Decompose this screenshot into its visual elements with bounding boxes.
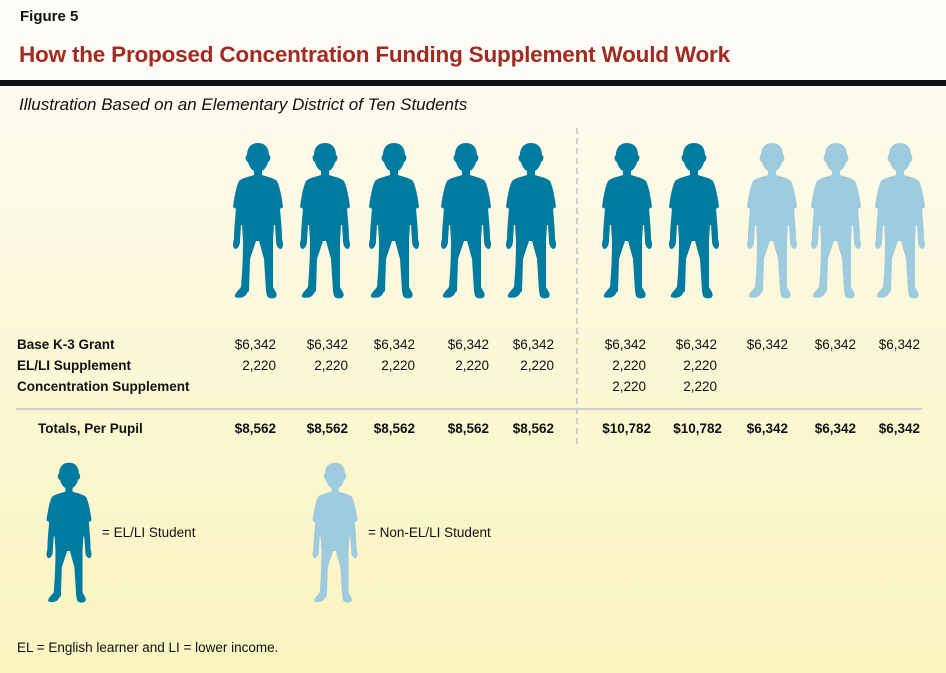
elli-cell: 2,220 [683, 358, 717, 373]
concentration-cell: 2,220 [683, 379, 717, 394]
base-cell: $6,342 [512, 337, 554, 352]
non-el-li-student-icon [742, 141, 802, 301]
el-li-student-icon [664, 141, 724, 301]
base-cell: $6,342 [814, 337, 856, 352]
elli-cell: 2,220 [381, 358, 415, 373]
el-li-student-icon [597, 141, 657, 301]
figure-title: How the Proposed Concentration Funding S… [19, 42, 730, 67]
elli-cell: 2,220 [455, 358, 489, 373]
base-cell: $6,342 [234, 337, 276, 352]
row-label-elli: EL/LI Supplement [17, 358, 132, 373]
total-cell: $10,782 [602, 421, 651, 436]
non-el-li-student-icon [870, 141, 930, 301]
total-cell: $8,562 [512, 421, 554, 436]
total-cell: $8,562 [373, 421, 415, 436]
legend-el-li-icon [42, 454, 96, 612]
el-li-student-icon [501, 141, 561, 301]
total-cell: $8,562 [306, 421, 348, 436]
total-cell: $6,342 [814, 421, 856, 436]
totals-rule [16, 408, 922, 410]
figure-subtitle: Illustration Based on an Elementary Dist… [19, 95, 468, 114]
title-rule [0, 80, 946, 86]
figure-label: Figure 5 [20, 8, 79, 25]
legend-non-el-li-icon [308, 454, 362, 612]
total-cell: $8,562 [234, 421, 276, 436]
elli-cell: 2,220 [520, 358, 554, 373]
el-li-student-icon [228, 141, 288, 301]
total-cell: $6,342 [878, 421, 920, 436]
base-cell: $6,342 [604, 337, 646, 352]
row-label-concentration: Concentration Supplement [17, 379, 190, 394]
elli-cell: 2,220 [612, 358, 646, 373]
row-label-base: Base K-3 Grant [17, 337, 115, 352]
el-li-student-icon [436, 141, 496, 301]
non-el-li-student-icon [806, 141, 866, 301]
base-cell: $6,342 [878, 337, 920, 352]
base-cell: $6,342 [447, 337, 489, 352]
elli-cell: 2,220 [314, 358, 348, 373]
footnote: EL = English learner and LI = lower inco… [17, 640, 279, 655]
base-cell: $6,342 [746, 337, 788, 352]
total-cell: $10,782 [673, 421, 722, 436]
group-divider [576, 128, 578, 444]
total-cell: $8,562 [447, 421, 489, 436]
base-cell: $6,342 [373, 337, 415, 352]
concentration-cell: 2,220 [612, 379, 646, 394]
total-cell: $6,342 [746, 421, 788, 436]
base-cell: $6,342 [675, 337, 717, 352]
legend-non-el-li-label: = Non-EL/LI Student [368, 525, 491, 540]
base-cell: $6,342 [306, 337, 348, 352]
el-li-student-icon [295, 141, 355, 301]
row-label-total: Totals, Per Pupil [38, 421, 143, 436]
el-li-student-icon [364, 141, 424, 301]
legend-el-li-label: = EL/LI Student [102, 525, 196, 540]
elli-cell: 2,220 [242, 358, 276, 373]
